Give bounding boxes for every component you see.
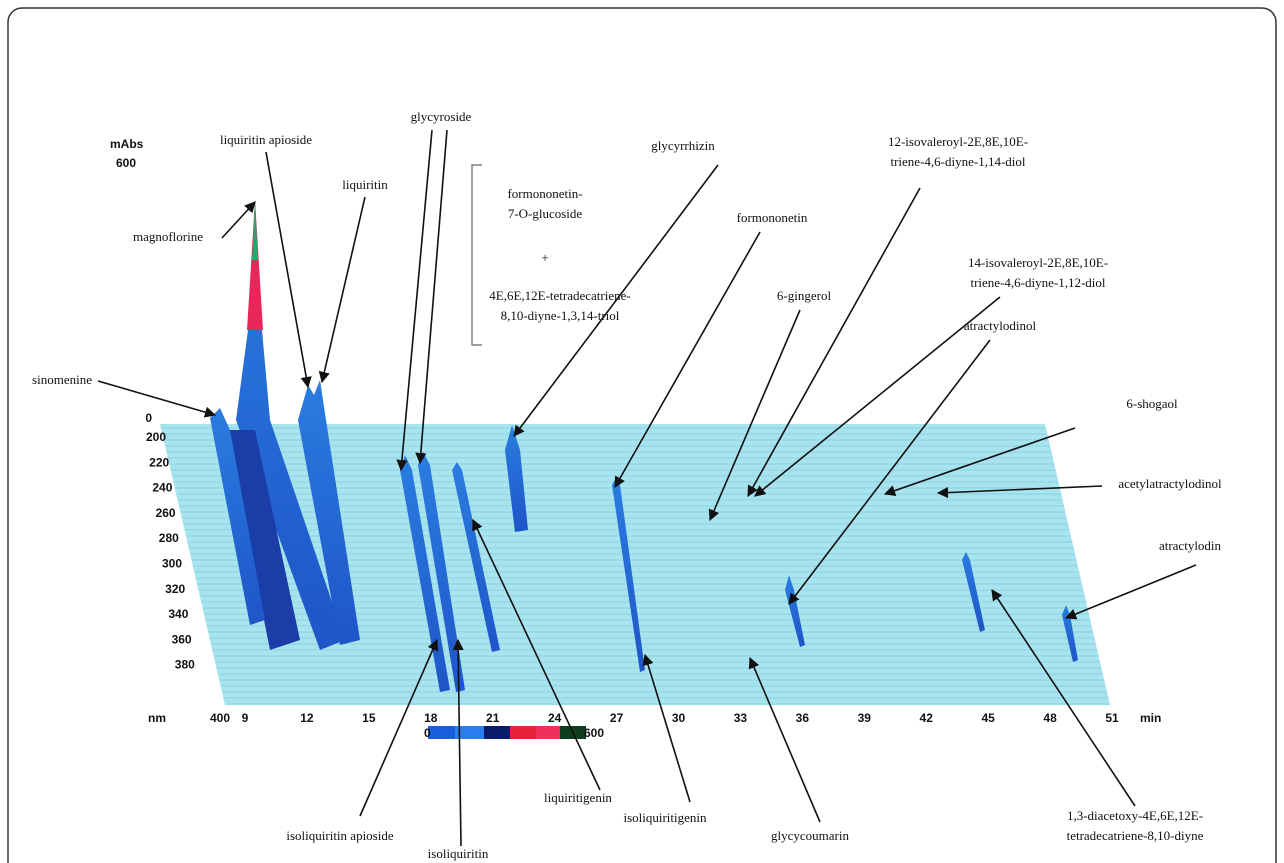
- compound-label-line: triene-4,6-diyne-1,12-diol: [970, 275, 1105, 290]
- compound-label-line: liquiritigenin: [544, 790, 612, 805]
- compound-label: sinomenine: [32, 372, 92, 387]
- absorbance-max: 600: [116, 156, 136, 170]
- compound-label: isoliquiritigenin: [623, 810, 707, 825]
- compound-label: acetylatractylodinol: [1118, 476, 1222, 491]
- compound-label-line: sinomenine: [32, 372, 92, 387]
- wavelength-tick: 320: [165, 582, 185, 596]
- compound-label: 4E,6E,12E-tetradecatriene- 8,10-diyne-1,3…: [489, 288, 630, 323]
- compound-label-line: 6-gingerol: [777, 288, 832, 303]
- compound-label: magnoflorine: [133, 229, 203, 244]
- compound-label-line: isoliquiritin apioside: [286, 828, 393, 843]
- time-tick: 30: [672, 711, 686, 725]
- compound-label: glycycoumarin: [771, 828, 849, 843]
- compound-label: 1,3-diacetoxy-4E,6E,12E-tetradecatriene-…: [1067, 808, 1204, 843]
- arrow: [1066, 565, 1196, 618]
- compound-label-line: acetylatractylodinol: [1118, 476, 1222, 491]
- compound-label-line: 6-shogaol: [1126, 396, 1178, 411]
- time-tick: 51: [1105, 711, 1119, 725]
- time-tick: 45: [981, 711, 995, 725]
- compound-label: 6-shogaol: [1126, 396, 1178, 411]
- compound-label-line: formononetin: [737, 210, 808, 225]
- compound-label-line: liquiritin: [342, 177, 388, 192]
- wavelength-tick: 280: [159, 531, 179, 545]
- compound-label-line: +: [541, 250, 548, 265]
- wavelength-tick: 360: [172, 632, 192, 646]
- wavelength-tick: 300: [162, 557, 182, 571]
- compound-label: glycyrrhizin: [651, 138, 715, 153]
- compound-label: 12-isovaleroyl-2E,8E,10E-triene-4,6-diyn…: [888, 134, 1028, 169]
- time-tick: 27: [610, 711, 624, 725]
- wavelength-unit: nm: [148, 711, 166, 725]
- compound-label-line: 12-isovaleroyl-2E,8E,10E-: [888, 134, 1028, 149]
- wavelength-tick: 400: [210, 711, 230, 725]
- compound-label: glycyroside: [411, 109, 472, 124]
- wavelength-tick: 260: [156, 506, 176, 520]
- arrow: [322, 197, 365, 382]
- compound-label-line: magnoflorine: [133, 229, 203, 244]
- arrow: [266, 152, 308, 387]
- compound-label-line: glycyrrhizin: [651, 138, 715, 153]
- time-tick: 18: [424, 711, 438, 725]
- compound-label: 6-gingerol: [777, 288, 832, 303]
- compound-label: +: [541, 250, 548, 265]
- compound-label: liquiritigenin: [544, 790, 612, 805]
- compound-label: isoliquiritin: [428, 846, 489, 861]
- compound-label: formononetin: [737, 210, 808, 225]
- compound-label-line: isoliquiritin: [428, 846, 489, 861]
- compound-label-line: formononetin-: [507, 186, 582, 201]
- color-bar-segment: [536, 726, 560, 739]
- compound-label: formononetin- 7-O-glucoside: [507, 186, 582, 221]
- compound-label-line: glycyroside: [411, 109, 472, 124]
- compound-label-line: atractylodinol: [964, 318, 1037, 333]
- color-bar-segment: [510, 726, 536, 739]
- wavelength-tick: 380: [175, 658, 195, 672]
- wavelength-tick: 340: [168, 607, 188, 621]
- arrow: [420, 130, 447, 463]
- compound-label: isoliquiritin apioside: [286, 828, 393, 843]
- color-scale-max: 600: [584, 726, 604, 740]
- time-tick: 48: [1043, 711, 1057, 725]
- time-tick: 12: [300, 711, 314, 725]
- time-tick: 15: [362, 711, 376, 725]
- compound-label-line: 14-isovaleroyl-2E,8E,10E-: [968, 255, 1108, 270]
- compound-label: liquiritin apioside: [220, 132, 312, 147]
- time-tick: 36: [796, 711, 810, 725]
- compound-label-line: triene-4,6-diyne-1,14-diol: [890, 154, 1025, 169]
- compound-label-line: tetradecatriene-8,10-diyne: [1067, 828, 1204, 843]
- time-unit: min: [1140, 711, 1161, 725]
- compound-label-line: liquiritin apioside: [220, 132, 312, 147]
- absorbance-zero: 0: [145, 411, 152, 425]
- wavelength-tick: 200: [146, 430, 166, 444]
- compound-label: 14-isovaleroyl-2E,8E,10E-triene-4,6-diyn…: [968, 255, 1108, 290]
- compound-label-line: 1,3-diacetoxy-4E,6E,12E-: [1067, 808, 1203, 823]
- compound-label: atractylodin: [1159, 538, 1222, 553]
- time-tick: 42: [920, 711, 934, 725]
- arrow: [222, 202, 255, 238]
- compound-label: atractylodinol: [964, 318, 1037, 333]
- wavelength-tick: 240: [152, 481, 172, 495]
- color-bar-segment: [428, 726, 455, 739]
- compound-label-line: glycycoumarin: [771, 828, 849, 843]
- time-tick: 9: [242, 711, 249, 725]
- compound-label-line: 7-O-glucoside: [508, 206, 583, 221]
- compound-label: liquiritin: [342, 177, 388, 192]
- compound-label-line: 4E,6E,12E-tetradecatriene-: [489, 288, 630, 303]
- absorbance-unit: mAbs: [110, 137, 144, 151]
- color-bar-segment: [484, 726, 510, 739]
- color-scale-min: 0: [424, 726, 431, 740]
- bracket: [472, 165, 482, 345]
- compound-label-line: isoliquiritigenin: [623, 810, 707, 825]
- time-tick: 24: [548, 711, 562, 725]
- time-tick: 33: [734, 711, 748, 725]
- compound-label-line: 8,10-diyne-1,3,14-triol: [501, 308, 620, 323]
- figure: mAbs600020022024026028030032034036038040…: [0, 0, 1284, 863]
- wavelength-tick: 220: [149, 455, 169, 469]
- time-tick: 21: [486, 711, 500, 725]
- arrow: [98, 381, 215, 415]
- arrow: [401, 130, 432, 470]
- time-tick: 39: [858, 711, 872, 725]
- compound-label-line: atractylodin: [1159, 538, 1222, 553]
